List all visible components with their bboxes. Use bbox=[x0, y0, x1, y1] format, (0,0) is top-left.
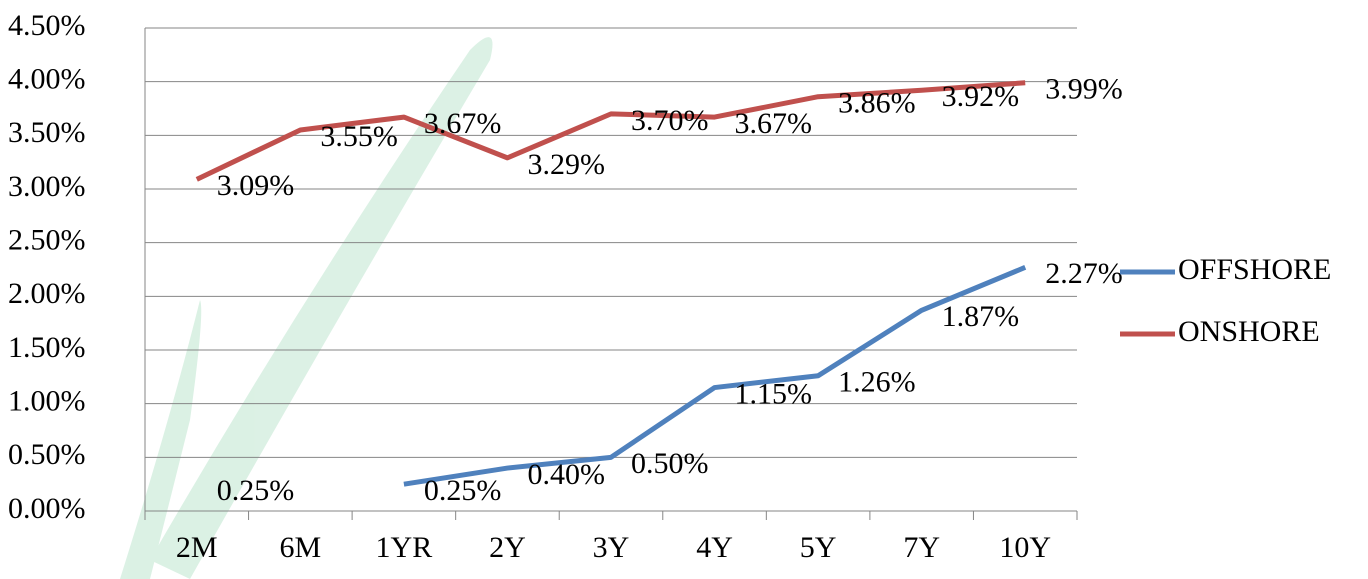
y-tick-label: 0.00% bbox=[8, 492, 86, 525]
y-tick-label: 2.50% bbox=[8, 224, 86, 257]
legend-label: OFFSHORE bbox=[1178, 253, 1331, 286]
data-label: 0.25% bbox=[217, 474, 295, 507]
chart: 0.00% 0.50% 1.00% 1.50% 2.00% 2.50% 3.00% 3.50%… bbox=[0, 0, 1368, 579]
data-label: 0.50% bbox=[631, 447, 709, 480]
x-tick-label: 5Y bbox=[800, 531, 837, 564]
data-label: 2.27% bbox=[1045, 257, 1123, 290]
x-tick-label: 7Y bbox=[903, 531, 940, 564]
x-tick-label: 4Y bbox=[696, 531, 733, 564]
data-label: 0.40% bbox=[527, 458, 605, 491]
data-label: 3.29% bbox=[527, 148, 605, 181]
data-label: 3.99% bbox=[1045, 73, 1123, 106]
y-tick-label: 3.50% bbox=[8, 116, 86, 149]
x-tick-label: 2Y bbox=[489, 531, 526, 564]
y-tick-label: 4.50% bbox=[8, 9, 86, 42]
y-tick-label: 1.00% bbox=[8, 385, 86, 418]
data-label: 1.15% bbox=[735, 377, 813, 410]
x-tick-label: 1YR bbox=[376, 531, 433, 564]
y-tick-label: 1.50% bbox=[8, 331, 86, 364]
legend-label: ONSHORE bbox=[1178, 315, 1320, 348]
data-label: 3.55% bbox=[320, 120, 398, 153]
x-tick-label: 6M bbox=[279, 531, 321, 564]
data-label: 0.25% bbox=[424, 474, 502, 507]
y-tick-label: 3.00% bbox=[8, 170, 86, 203]
x-tick-label: 10Y bbox=[999, 531, 1051, 564]
y-tick-label: 0.50% bbox=[8, 438, 86, 471]
x-tick-label: 2M bbox=[176, 531, 218, 564]
data-label: 3.70% bbox=[631, 104, 709, 137]
data-label: 1.26% bbox=[838, 366, 916, 399]
y-tick-label: 4.00% bbox=[8, 63, 86, 96]
data-label: 1.87% bbox=[942, 300, 1020, 333]
data-label: 3.86% bbox=[838, 87, 916, 120]
series-line bbox=[404, 267, 1025, 484]
x-tick-label: 3Y bbox=[593, 531, 630, 564]
data-label: 3.67% bbox=[735, 107, 813, 140]
data-label: 3.09% bbox=[217, 169, 295, 202]
data-label: 3.67% bbox=[424, 107, 502, 140]
y-tick-label: 2.00% bbox=[8, 277, 86, 310]
data-label: 3.92% bbox=[942, 80, 1020, 113]
